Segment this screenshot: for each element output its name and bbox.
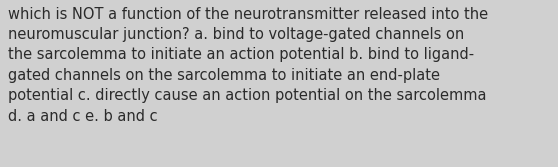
Text: which is NOT a function of the neurotransmitter released into the
neuromuscular : which is NOT a function of the neurotran… (8, 7, 488, 124)
